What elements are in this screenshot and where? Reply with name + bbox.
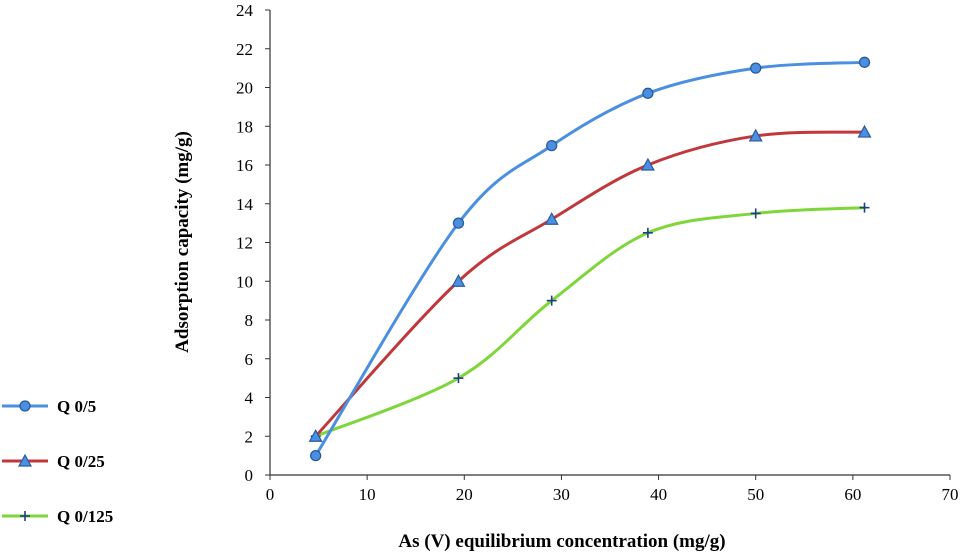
data-point [642, 87, 654, 99]
x-tick-label: 70 [942, 485, 959, 504]
x-tick-label: 30 [553, 485, 570, 504]
legend-label: Q 0/25 [57, 452, 105, 471]
y-tick-label: 6 [245, 350, 254, 369]
x-tick-label: 0 [266, 485, 275, 504]
series-line [314, 206, 867, 438]
y-tick-label: 18 [236, 117, 253, 136]
data-point [546, 295, 557, 306]
data-point [452, 217, 465, 229]
data-point [546, 139, 558, 152]
legend-marker [17, 453, 33, 467]
y-tick-label: 24 [236, 1, 254, 20]
series-markers [308, 56, 872, 462]
data-point [748, 128, 763, 142]
legend-item: Q 0/5 [2, 397, 96, 416]
x-tick-label: 10 [359, 485, 376, 504]
y-tick-label: 20 [236, 79, 253, 98]
y-tick-label: 22 [236, 40, 253, 59]
legend: Q 0/5 Q 0/25 Q 0/125 [2, 397, 113, 526]
y-tick-label: 12 [236, 234, 253, 253]
x-tick-label: 50 [747, 485, 764, 504]
series-line [314, 60, 867, 458]
data-point [310, 449, 322, 462]
x-axis-title: As (V) equilibrium concentration (mg/g) [398, 531, 725, 552]
legend-item: Q 0/125 [2, 507, 113, 526]
y-tick-label: 2 [245, 427, 254, 446]
legend-marker [19, 400, 31, 412]
legend-marker [20, 511, 30, 521]
data-point [859, 202, 870, 213]
y-tick-label: 8 [245, 311, 254, 330]
data-point [857, 124, 872, 138]
y-tick-label: 16 [236, 156, 253, 175]
data-point [640, 157, 655, 171]
legend-label: Q 0/5 [57, 397, 96, 416]
y-axis-title: Adsorption capacity (mg/g) [172, 131, 193, 353]
data-point [453, 373, 464, 384]
legend-item: Q 0/25 [2, 452, 105, 471]
series-line [314, 130, 867, 438]
data-point [451, 273, 466, 287]
y-tick-label: 0 [245, 466, 254, 485]
y-tick-label: 10 [236, 272, 253, 291]
series-lines [314, 60, 867, 458]
y-tick-label: 14 [236, 195, 254, 214]
x-tick-label: 40 [650, 485, 667, 504]
data-point [750, 62, 762, 74]
y-tick-label: 4 [245, 389, 254, 408]
data-point [858, 56, 871, 68]
x-tick-label: 20 [456, 485, 473, 504]
legend-label: Q 0/125 [57, 507, 113, 526]
data-point [544, 211, 559, 225]
data-point [750, 208, 761, 219]
data-point [308, 428, 323, 442]
x-tick-label: 60 [844, 485, 861, 504]
data-point [642, 227, 653, 238]
